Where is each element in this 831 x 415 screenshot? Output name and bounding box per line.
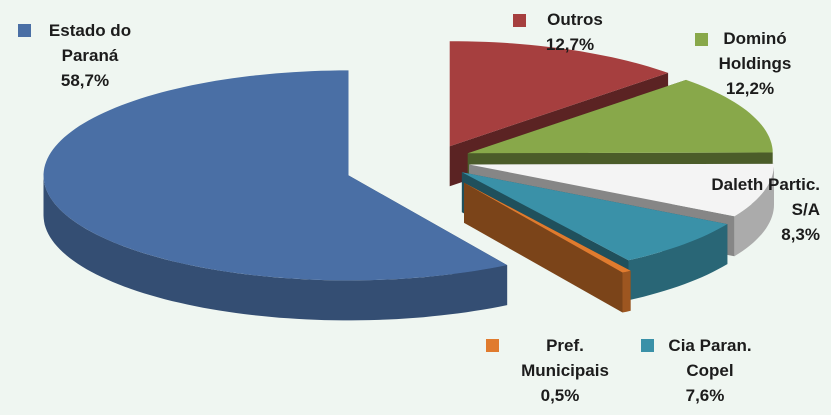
slice-side [464, 182, 623, 313]
slice-label: Daleth Partic. S/A 8,3% [680, 172, 820, 247]
category-name: Pref. Municipais [521, 336, 609, 380]
category-name: Daleth Partic. S/A [711, 175, 820, 219]
category-name: Estado do Paraná [48, 21, 132, 65]
slice-label: Dominó Holdings 12,2% [700, 26, 800, 101]
slice-wall [622, 270, 631, 313]
category-name: Dominó Holdings [718, 29, 792, 73]
value-label: 12,7% [545, 35, 595, 54]
slice-top [464, 182, 631, 273]
slice-top [449, 41, 669, 147]
legend-swatch [486, 339, 499, 352]
value-label: 12,2% [725, 79, 775, 98]
slice-label: Estado do Paraná 58,7% [30, 18, 140, 93]
legend-swatch [672, 178, 685, 191]
slice-top [461, 172, 728, 261]
slice-label: Cia Paran. Copel 7,6% [655, 333, 755, 408]
legend-swatch [18, 24, 31, 37]
category-name: Outros [547, 10, 603, 29]
slice-label: Pref. Municipais 0,5% [505, 333, 615, 408]
value-label: 8,3% [781, 225, 820, 244]
category-name: Cia Paran. Copel [668, 336, 752, 380]
value-label: 7,6% [685, 386, 725, 405]
slice-wall [43, 175, 508, 321]
slice-top [467, 79, 773, 154]
legend-swatch [695, 33, 708, 46]
slice-wall [734, 164, 774, 257]
slice [43, 70, 508, 321]
slice-top [43, 70, 508, 281]
slice-label: Outros 12,7% [530, 7, 610, 57]
legend-swatch [513, 14, 526, 27]
value-label: 58,7% [60, 71, 110, 90]
value-label: 0,5% [540, 386, 580, 405]
legend-swatch [641, 339, 654, 352]
slice-wall [628, 224, 728, 301]
slice [464, 182, 631, 313]
slice-top [469, 163, 774, 217]
